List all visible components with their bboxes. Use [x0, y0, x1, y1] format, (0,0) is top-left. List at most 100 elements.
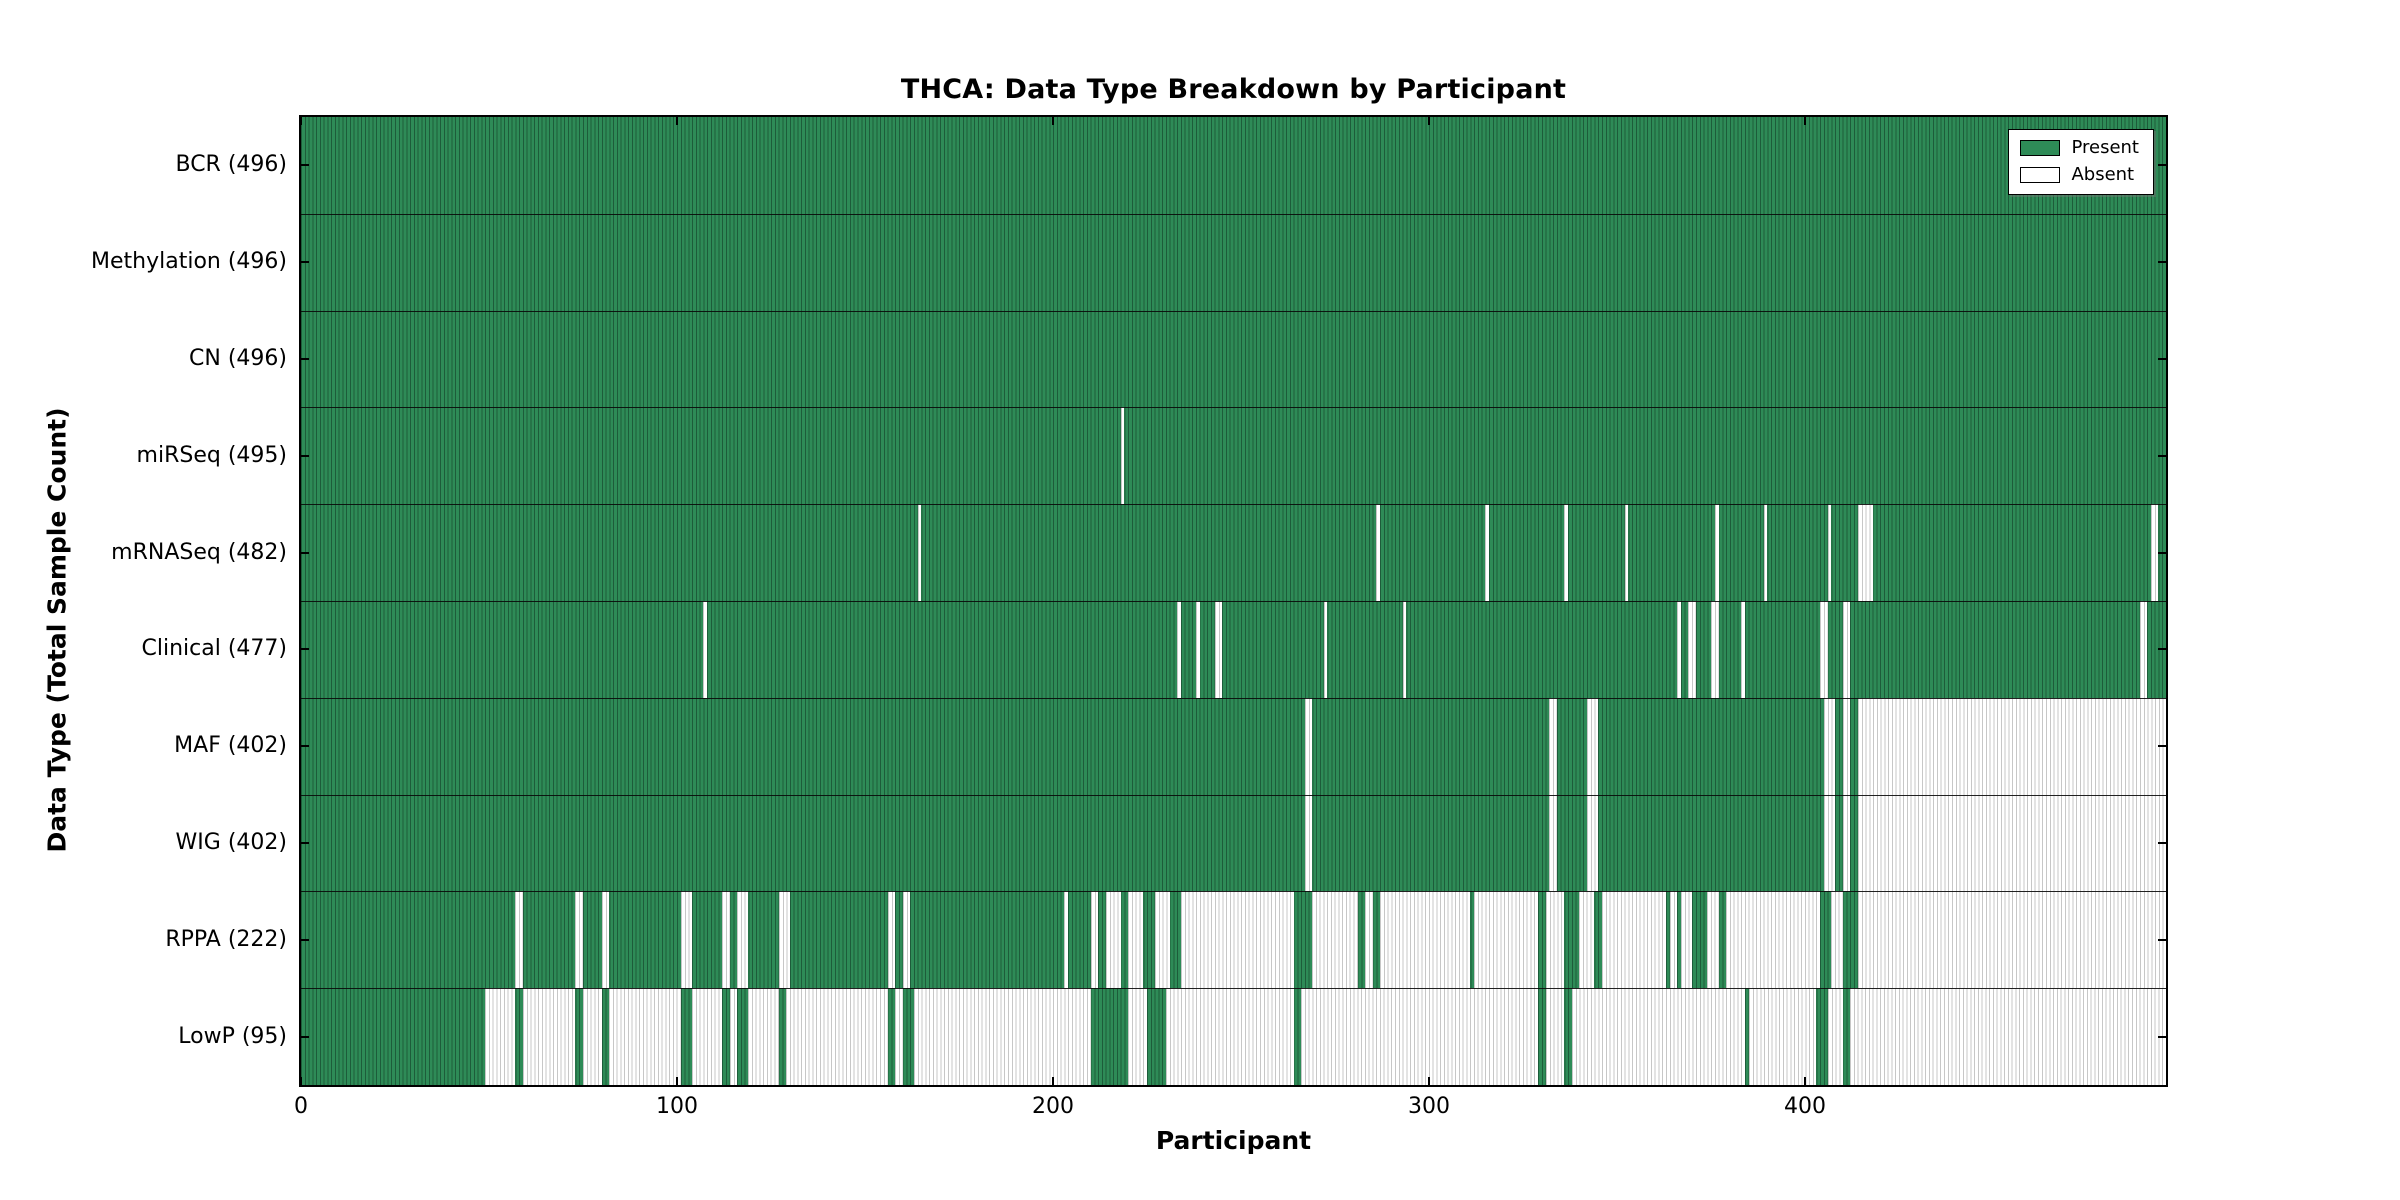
x-tick-mark [300, 1077, 302, 1085]
absent-segment [1214, 601, 1223, 698]
x-tick-mark [676, 1077, 678, 1085]
x-tick-mark [1428, 117, 1431, 125]
y-tick-label: Clinical (477) [141, 636, 287, 662]
y-tick-label: Methylation (496) [91, 249, 287, 275]
row-bcr [301, 117, 2166, 214]
absent-segment [1549, 794, 1557, 892]
y-tick-mark [2158, 648, 2166, 651]
row-divider [301, 407, 2166, 409]
absent-segment [575, 891, 583, 989]
absent-segment [722, 891, 730, 989]
absent-segment [1064, 891, 1069, 989]
absent-segment [1823, 794, 1836, 892]
legend-item-present: Present [2020, 139, 2139, 157]
x-tick-mark [1052, 1077, 1055, 1085]
absent-segment [1850, 988, 2166, 1085]
absent-segment [1564, 504, 1569, 601]
y-tick-mark [301, 164, 309, 167]
row-divider [301, 794, 2166, 796]
x-tick-label: 100 [656, 1094, 698, 1119]
absent-segment [703, 601, 708, 698]
absent-segment [1323, 601, 1328, 698]
x-tick-mark [300, 117, 302, 125]
y-tick-mark [301, 745, 309, 748]
row-maf [301, 697, 2166, 795]
absent-segment [1857, 794, 2166, 892]
absent-segment [1820, 601, 1828, 698]
absent-segment [1474, 891, 1539, 989]
row-clinical [301, 601, 2166, 698]
y-tick-label: BCR (496) [175, 152, 287, 178]
absent-segment [1090, 891, 1099, 989]
y-tick-mark [2158, 842, 2166, 844]
y-tick-label: RPPA (222) [165, 926, 287, 952]
row-mirseq [301, 407, 2166, 505]
absent-segment [887, 891, 896, 989]
absent-segment [1707, 891, 1719, 989]
absent-segment [778, 891, 790, 989]
absent-segment [1601, 891, 1666, 989]
row-divider [301, 988, 2166, 990]
y-tick-mark [2158, 938, 2166, 941]
y-tick-label: MAF (402) [174, 733, 287, 759]
row-lowp [301, 988, 2166, 1085]
absent-segment [1624, 504, 1629, 601]
y-tick-mark [2158, 745, 2166, 748]
y-tick-mark [2158, 454, 2166, 457]
absent-segment [522, 988, 576, 1085]
absent-segment [1741, 601, 1745, 698]
absent-segment [1827, 988, 1843, 1085]
y-tick-labels: BCR (496) Methylation (496) CN (496) miRSeq… [0, 0, 287, 1200]
legend-label-absent: Absent [2071, 164, 2135, 185]
absent-segment [1831, 891, 1843, 989]
absent-segment [1748, 988, 1817, 1085]
absent-segment [1763, 504, 1768, 601]
y-tick-mark [301, 261, 309, 264]
absent-segment [1177, 601, 1181, 698]
legend-label-present: Present [2071, 137, 2139, 158]
row-divider [301, 504, 2166, 506]
absent-segment [1586, 697, 1599, 795]
absent-segment [1485, 504, 1490, 601]
row-divider [301, 310, 2166, 312]
x-tick-mark [676, 117, 678, 125]
absent-segment [1128, 891, 1144, 989]
absent-segment [1545, 988, 1565, 1085]
y-tick-mark [301, 842, 309, 844]
y-tick-mark [2158, 1035, 2166, 1038]
x-tick-label: 300 [1408, 1094, 1451, 1119]
row-rppa [301, 891, 2166, 989]
y-tick-mark [2158, 551, 2166, 554]
absent-segment [1545, 891, 1565, 989]
absent-segment [1195, 601, 1200, 698]
absent-segment [1165, 988, 1294, 1085]
y-tick-label: LowP (95) [178, 1023, 287, 1049]
absent-segment [913, 988, 1091, 1085]
y-tick-label: WIG (402) [175, 830, 287, 855]
plot-area: Present Absent [299, 115, 2168, 1087]
absent-segment [1128, 988, 1147, 1085]
y-tick-mark [301, 1035, 309, 1038]
absent-segment [1669, 891, 1678, 989]
y-tick-mark [2158, 358, 2166, 360]
absent-swatch-icon [2020, 167, 2061, 183]
row-mrnaseq [301, 504, 2166, 601]
absent-segment [1571, 988, 1745, 1085]
present-swatch-icon [2020, 140, 2061, 156]
row-wig [301, 794, 2166, 892]
absent-segment [902, 891, 911, 989]
absent-segment [1857, 891, 2166, 989]
y-tick-mark [301, 648, 309, 651]
legend-item-absent: Absent [2020, 166, 2139, 184]
absent-segment [1827, 504, 1832, 601]
absent-segment [1304, 697, 1313, 795]
absent-segment [748, 988, 779, 1085]
absent-segment [1680, 891, 1693, 989]
absent-segment [1857, 504, 1873, 601]
absent-segment [1714, 504, 1719, 601]
absent-segment [786, 988, 888, 1085]
row-divider [301, 697, 2166, 699]
absent-segment [737, 891, 749, 989]
row-divider [301, 213, 2166, 215]
y-tick-mark [301, 454, 309, 457]
